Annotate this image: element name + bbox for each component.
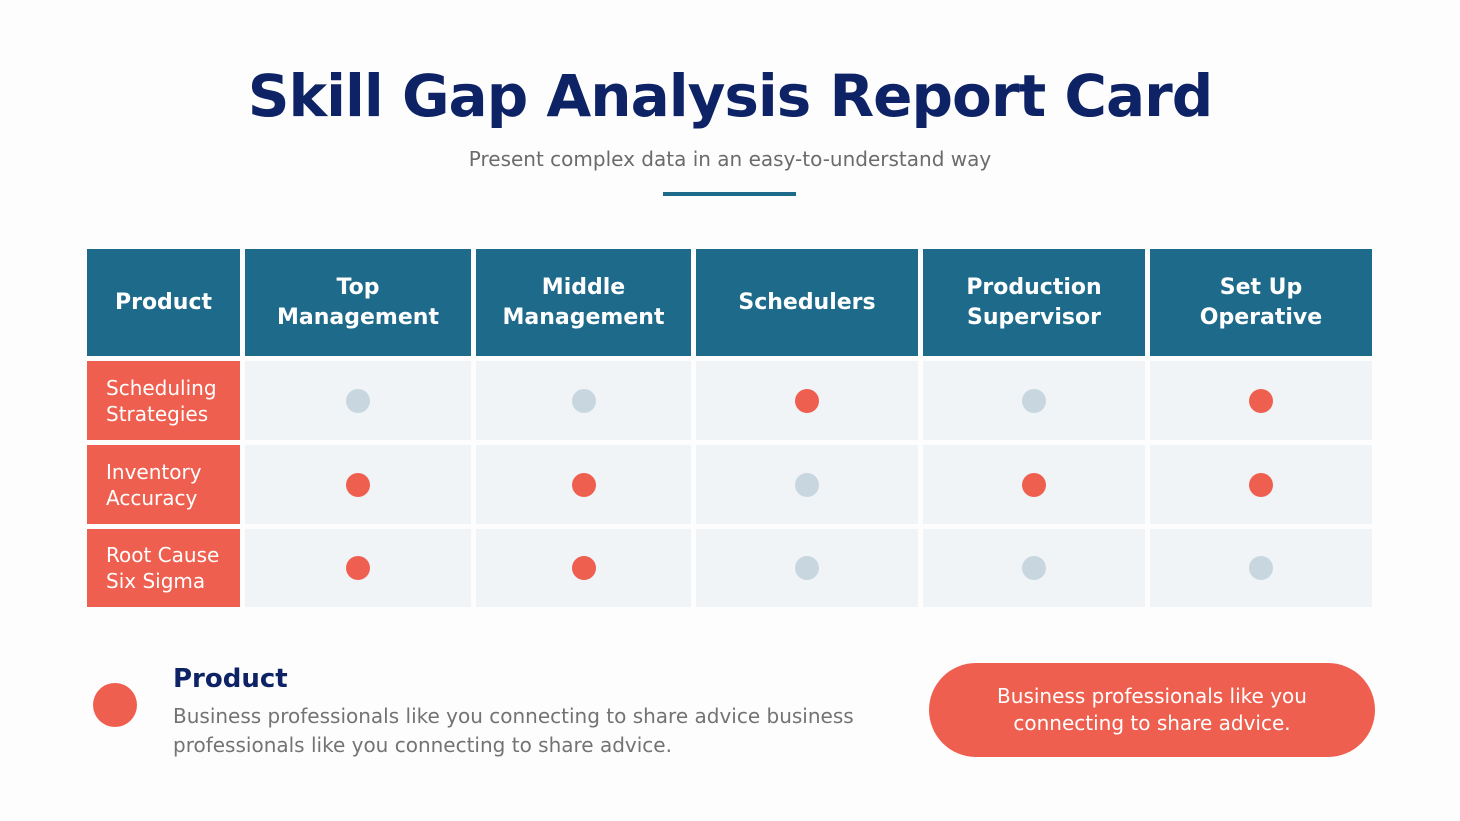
table-cell bbox=[1150, 529, 1372, 607]
empty-dot-icon bbox=[1022, 388, 1046, 413]
row-label: Root Cause Six Sigma bbox=[87, 529, 240, 607]
empty-dot-icon bbox=[1022, 556, 1046, 580]
column-header: Schedulers bbox=[696, 249, 918, 356]
empty-dot-icon bbox=[346, 388, 370, 413]
row-label: Inventory Accuracy bbox=[87, 445, 240, 524]
filled-dot-icon bbox=[346, 556, 370, 580]
legend-title: Product bbox=[173, 664, 288, 694]
legend-dot-icon bbox=[93, 683, 137, 727]
row-label-text: Root Cause Six Sigma bbox=[106, 543, 220, 593]
filled-dot-icon bbox=[1249, 472, 1273, 497]
filled-dot-icon bbox=[571, 472, 596, 497]
column-header-label: Set Up Operative bbox=[1199, 274, 1323, 330]
table-cell bbox=[923, 361, 1145, 440]
filled-dot-icon bbox=[795, 388, 819, 413]
empty-dot-icon bbox=[795, 556, 819, 580]
table-cell bbox=[245, 361, 471, 440]
page-title: Skill Gap Analysis Report Card bbox=[247, 62, 1213, 130]
title-divider bbox=[663, 192, 796, 196]
column-header-label: Production Supervisor bbox=[966, 274, 1102, 330]
column-header: Set Up Operative bbox=[1150, 249, 1372, 356]
row-label-text: Inventory Accuracy bbox=[106, 459, 202, 510]
table-cell bbox=[696, 361, 918, 440]
row-label-text: Scheduling Strategies bbox=[106, 375, 217, 426]
table-cell bbox=[476, 529, 691, 607]
table-cell bbox=[245, 529, 471, 607]
callout-text: Business professionals like you connecti… bbox=[997, 684, 1307, 735]
column-header: Product bbox=[87, 249, 240, 356]
column-header: Middle Management bbox=[476, 249, 691, 356]
column-header: Production Supervisor bbox=[923, 249, 1145, 356]
table-cell bbox=[1150, 361, 1372, 440]
column-header-label: Schedulers bbox=[738, 289, 876, 315]
table-cell bbox=[923, 529, 1145, 607]
table-cell bbox=[1150, 445, 1372, 524]
page-subtitle: Present complex data in an easy-to-under… bbox=[468, 147, 992, 171]
empty-dot-icon bbox=[795, 472, 819, 497]
table-cell bbox=[245, 445, 471, 524]
filled-dot-icon bbox=[1249, 388, 1273, 413]
filled-dot-icon bbox=[1022, 472, 1046, 497]
empty-dot-icon bbox=[1249, 556, 1273, 580]
table-cell bbox=[476, 445, 691, 524]
filled-dot-icon bbox=[571, 556, 596, 580]
table-cell bbox=[696, 529, 918, 607]
row-label: Scheduling Strategies bbox=[87, 361, 240, 440]
filled-dot-icon bbox=[346, 472, 370, 497]
legend-text: Business professionals like you connecti… bbox=[173, 704, 854, 757]
table-cell bbox=[696, 445, 918, 524]
table-cell bbox=[476, 361, 691, 440]
column-header-label: Top Management bbox=[277, 274, 439, 330]
column-header: Top Management bbox=[245, 249, 471, 356]
callout-pill: Business professionals like you connecti… bbox=[929, 663, 1375, 757]
column-header-label: Middle Management bbox=[502, 274, 665, 330]
column-header-label: Product bbox=[114, 289, 213, 315]
empty-dot-icon bbox=[571, 388, 596, 413]
table-cell bbox=[923, 445, 1145, 524]
